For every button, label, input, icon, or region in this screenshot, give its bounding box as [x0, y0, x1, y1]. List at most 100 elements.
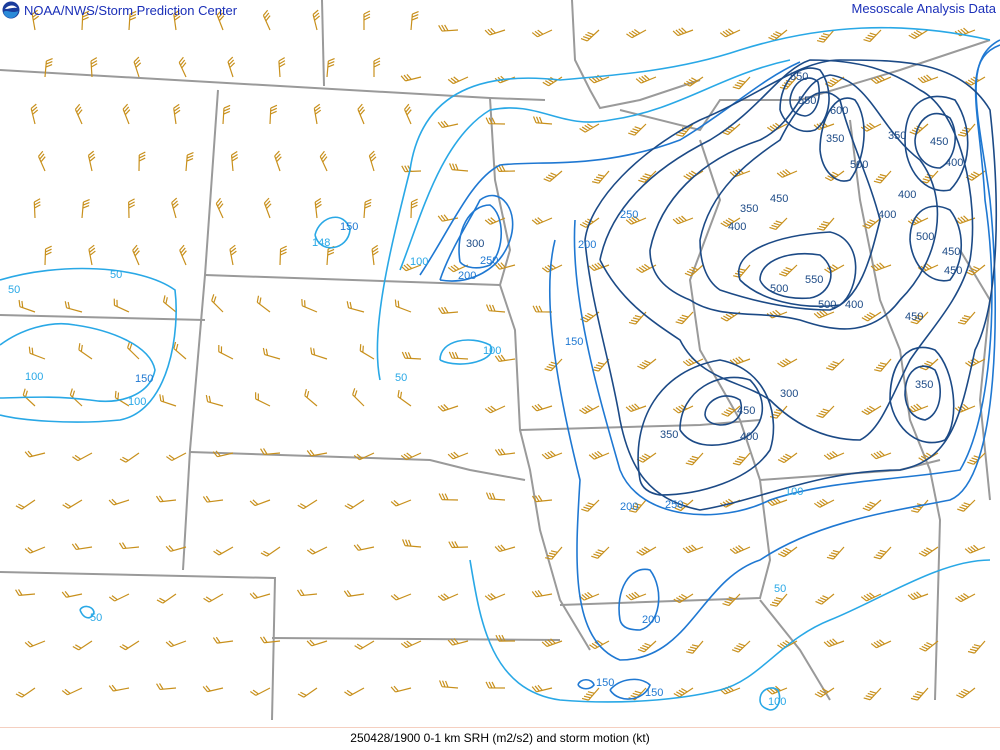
contour-label: 400	[898, 189, 916, 201]
wind-barb-icon	[371, 244, 379, 266]
contour-350	[649, 74, 939, 330]
wind-barb-icon	[956, 687, 976, 699]
wind-barb-icon	[541, 450, 563, 460]
wind-barb-icon	[128, 10, 137, 31]
wind-barb-icon	[122, 103, 131, 125]
contour-label: 100	[410, 256, 428, 268]
wind-barb-icon	[178, 56, 187, 78]
wind-barb-icon	[438, 306, 459, 314]
wind-barb-icon	[815, 593, 835, 605]
wind-barb-icon	[72, 640, 93, 651]
wind-barb-icon	[954, 215, 976, 225]
wind-barb-icon	[591, 358, 610, 372]
wind-barb-icon	[917, 74, 939, 84]
state-border	[189, 451, 526, 481]
wind-barb-icon	[874, 358, 892, 372]
state-border	[182, 89, 219, 571]
wind-barb-icon	[544, 358, 563, 372]
wind-barb-icon	[625, 403, 647, 413]
wind-barb-icon	[777, 358, 798, 368]
wind-barb-icon	[205, 394, 224, 407]
wind-barb-icon	[625, 591, 647, 601]
wind-barb-icon	[581, 687, 600, 701]
wind-barb-icon	[400, 452, 422, 461]
wind-barb-icon	[62, 499, 83, 509]
wind-barb-icon	[448, 351, 469, 360]
wind-barb-icon	[212, 636, 234, 644]
wind-barb-icon	[729, 545, 751, 554]
contour-400	[909, 205, 962, 282]
wind-barb-icon	[301, 299, 318, 313]
wind-barb-icon	[353, 452, 375, 461]
wind-barb-icon	[24, 640, 46, 648]
contour-label: 350	[826, 133, 844, 145]
wind-barb-icon	[202, 685, 224, 693]
wind-barb-icon	[545, 546, 563, 560]
wind-barb-icon	[816, 29, 835, 43]
wind-barb-icon	[81, 199, 90, 219]
wind-barb-icon	[400, 73, 422, 82]
wind-barb-icon	[966, 264, 986, 276]
contour-100	[759, 687, 781, 711]
wind-barb-icon	[531, 403, 553, 412]
wind-barb-icon	[873, 546, 892, 560]
wind-barb-icon	[213, 546, 234, 556]
wind-barb-icon	[449, 163, 469, 172]
wind-barb-icon	[108, 593, 130, 602]
wind-barb-icon	[957, 311, 976, 325]
wind-barb-icon	[203, 593, 224, 603]
wind-barb-icon	[719, 28, 741, 38]
wind-barb-icon	[447, 76, 469, 85]
wind-barb-icon	[64, 301, 83, 313]
wind-barb-icon	[37, 150, 46, 172]
wind-barb-icon	[155, 495, 177, 503]
wind-barb-icon	[119, 640, 140, 651]
wind-barb-icon	[279, 245, 287, 266]
wind-barb-icon	[862, 217, 882, 229]
wind-barb-icon	[777, 452, 798, 464]
wind-barb-icon	[229, 244, 237, 266]
wind-barb-icon	[28, 346, 46, 360]
wind-barb-icon	[410, 11, 419, 31]
wind-barb-icon	[437, 404, 459, 412]
wind-barb-icon	[447, 451, 469, 460]
wind-barb-icon	[15, 687, 36, 698]
contour-450	[704, 395, 742, 426]
wind-barb-icon	[448, 541, 469, 549]
wind-barb-icon	[173, 9, 181, 31]
wind-barb-icon	[484, 593, 506, 601]
wind-barb-icon	[813, 309, 835, 319]
contour-400	[904, 95, 969, 192]
wind-barb-icon	[722, 593, 741, 607]
contour-label: 450	[905, 311, 923, 323]
wind-barb-icon	[578, 591, 600, 601]
contour-label: 500	[916, 231, 934, 243]
wind-barb-icon	[965, 357, 986, 368]
wind-barb-icon	[249, 499, 271, 507]
wind-barb-icon	[306, 546, 328, 555]
wind-barb-icon	[919, 358, 939, 371]
wind-barb-icon	[227, 56, 236, 78]
contour-500	[759, 252, 832, 300]
wind-barb-icon	[359, 344, 375, 360]
wind-barb-icon	[628, 123, 647, 136]
wind-barb-icon	[159, 394, 177, 407]
contour-label: 400	[945, 157, 963, 169]
contour-label: 350	[660, 429, 678, 441]
wind-barb-icon	[484, 405, 506, 414]
contour-100	[439, 339, 493, 365]
wind-barb-icon	[579, 123, 600, 133]
wind-barb-icon	[352, 388, 365, 407]
contour-50	[79, 605, 95, 619]
wind-barb-icon	[541, 263, 563, 273]
wind-barb-icon	[403, 103, 412, 125]
contour-label: 350	[915, 379, 933, 391]
wind-barb-icon	[344, 499, 365, 510]
wind-barb-icon	[132, 244, 140, 266]
wind-barb-icon	[777, 640, 798, 650]
wind-barb-icon	[61, 687, 83, 696]
contour-label: 300	[466, 238, 484, 250]
wind-barb-icon	[911, 499, 929, 513]
contour-300	[889, 346, 955, 444]
